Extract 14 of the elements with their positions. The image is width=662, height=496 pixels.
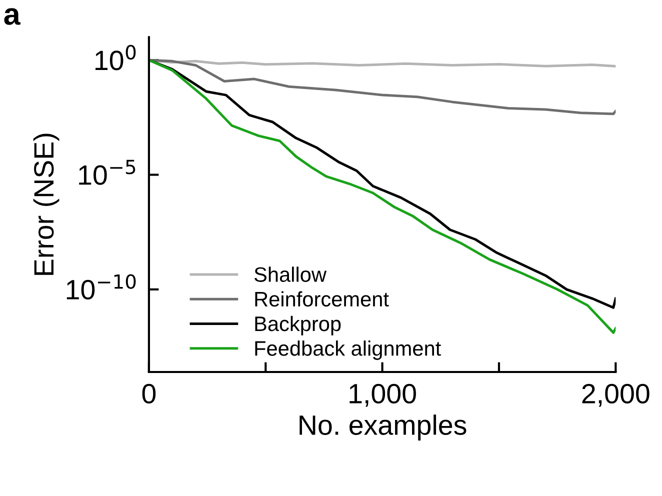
legend-label: Backprop <box>255 316 341 336</box>
x-tick-label: 0 <box>142 384 156 404</box>
x-axis-title: No. examples <box>300 414 466 440</box>
x-tick-label: 2,000 <box>582 384 650 407</box>
legend-label: Reinforcement <box>255 291 389 307</box>
y-tick-label: 10$^{−10}$ <box>66 274 136 300</box>
y-axis-title: Error (NSE) <box>33 134 60 275</box>
legend-label: Shallow <box>254 266 327 282</box>
line-series <box>148 58 616 116</box>
x-tick-label: 1,000 <box>350 384 416 407</box>
y-tick-label: 10$^{0}$ <box>96 44 136 70</box>
y-tick-label: 10$^{−5}$ <box>79 160 136 185</box>
text: a <box>4 8 20 25</box>
legend-label: Feedback alignment <box>255 340 441 360</box>
